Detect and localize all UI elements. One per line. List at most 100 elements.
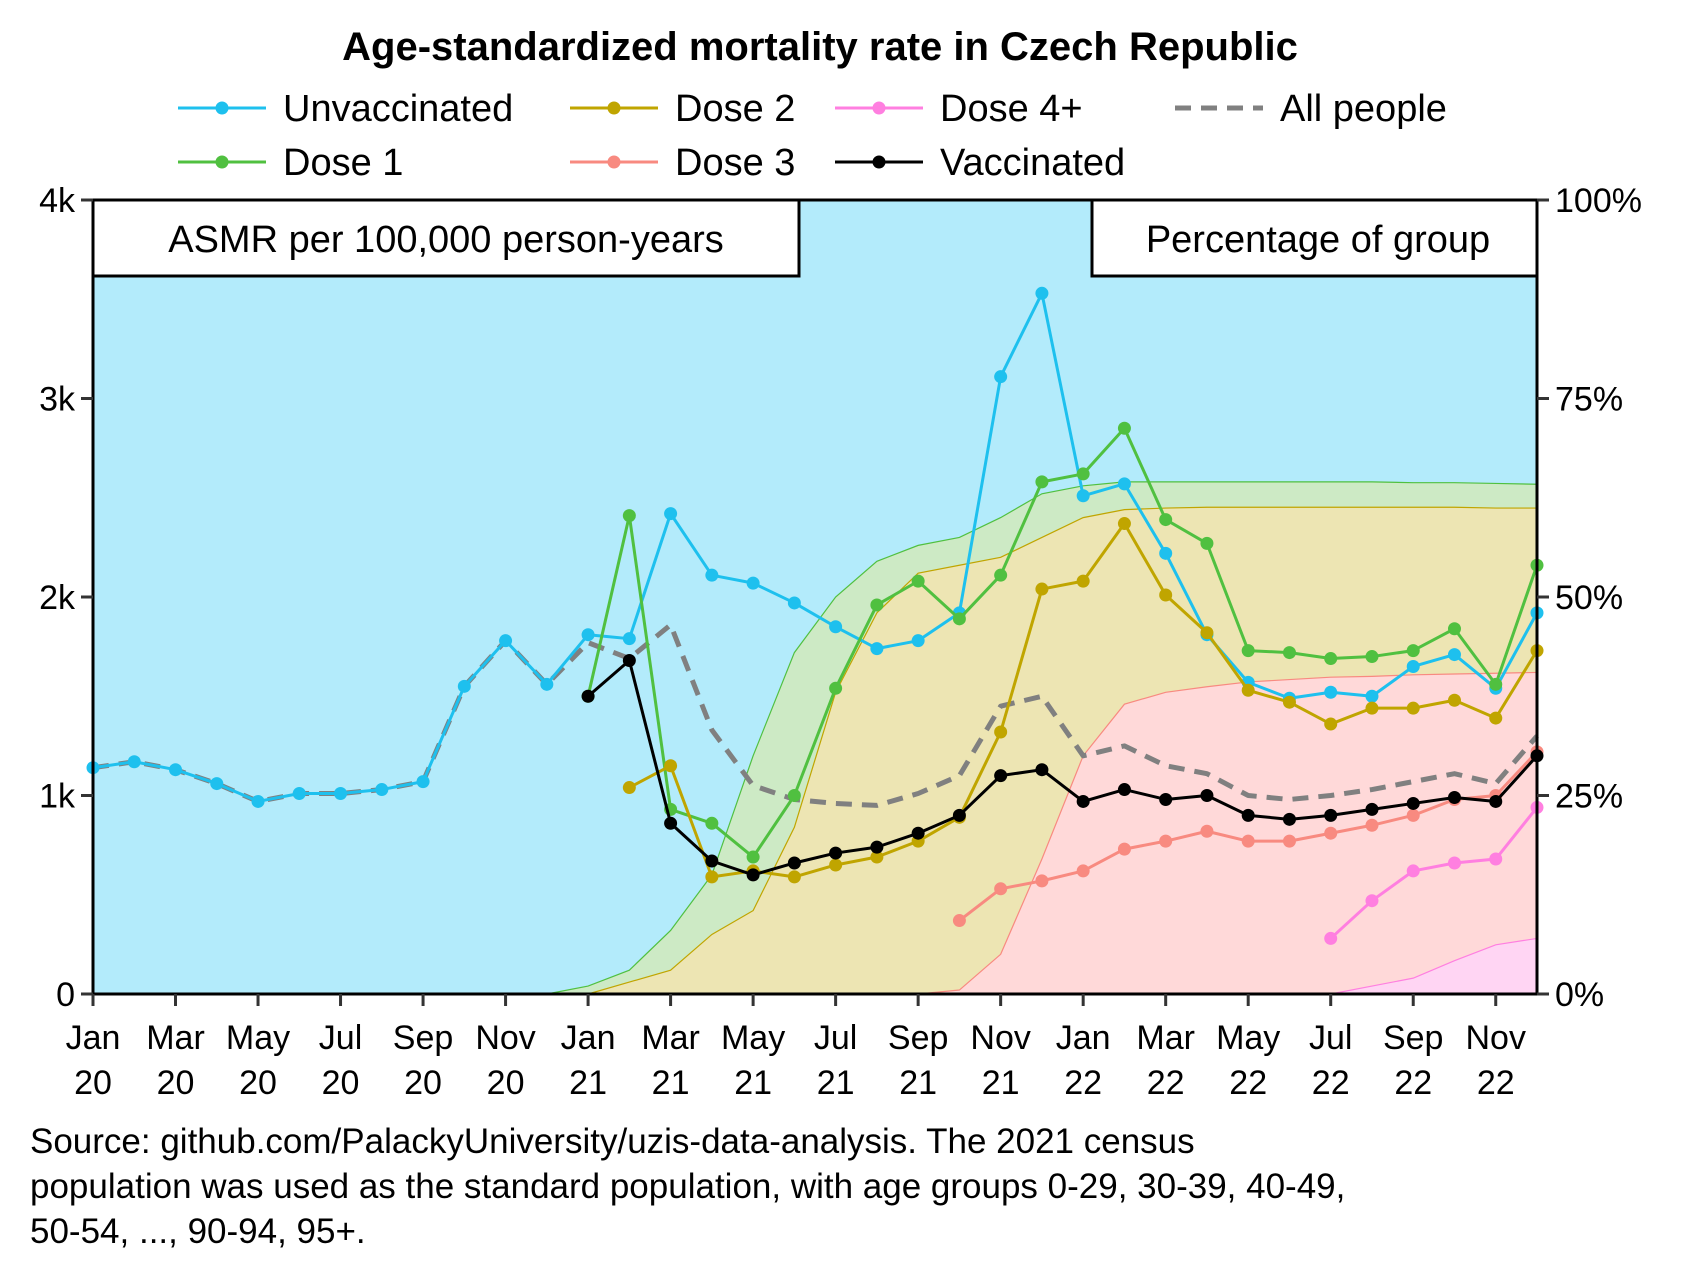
data-point — [952, 914, 966, 928]
data-point — [1241, 834, 1255, 848]
x-tick-month: Jan — [66, 1019, 121, 1057]
data-point — [1365, 689, 1379, 703]
data-point — [1365, 650, 1379, 664]
data-point — [787, 789, 801, 802]
x-tick-month: Nov — [1466, 1019, 1526, 1057]
axes: 0 1k 2k 3k 4k 0% 25% 50% 75% 100% Jan 20 Mar 20 May 20 J… — [39, 182, 1642, 1102]
data-point — [1076, 467, 1090, 481]
data-point — [375, 783, 389, 797]
x-tick-year: 21 — [652, 1064, 690, 1102]
x-tick-month: Nov — [475, 1019, 535, 1057]
x-tick-month: Jan — [561, 1019, 616, 1057]
data-point — [1035, 286, 1049, 300]
series-dose-3 — [952, 745, 1544, 928]
data-point — [1035, 582, 1049, 596]
x-tick-year: 22 — [1312, 1064, 1350, 1102]
data-point — [1117, 783, 1131, 797]
data-point — [911, 574, 925, 588]
data-point — [292, 787, 306, 801]
data-point — [457, 679, 471, 693]
data-point — [911, 634, 925, 648]
data-point — [1406, 659, 1420, 673]
data-point — [1241, 683, 1255, 697]
chart-title: Age-standardized mortality rate in Czech… — [342, 25, 1298, 69]
data-point — [870, 598, 884, 612]
y2-tick-label: 75% — [1555, 381, 1623, 419]
data-point — [1035, 763, 1049, 777]
data-point — [1406, 808, 1420, 822]
data-point — [1324, 652, 1338, 666]
data-point — [829, 858, 843, 872]
data-point — [1447, 693, 1461, 707]
legend-label: Dose 3 — [675, 142, 795, 184]
data-point — [1076, 574, 1090, 588]
x-tick-month: Jul — [319, 1019, 362, 1057]
data-point — [1117, 477, 1131, 491]
x-tick-year: 20 — [239, 1064, 277, 1102]
legend-item-unvaccinated: Unvaccinated — [178, 88, 513, 130]
data-point — [829, 620, 843, 634]
x-tick-year: 21 — [982, 1064, 1020, 1102]
x-tick-month: Nov — [970, 1019, 1030, 1057]
data-point — [1159, 513, 1173, 527]
data-point — [1489, 677, 1503, 691]
data-point — [1282, 646, 1296, 660]
data-point — [1200, 824, 1214, 838]
data-point — [1076, 489, 1090, 503]
data-point — [994, 725, 1008, 739]
data-point — [416, 775, 430, 789]
series-line-dose-4 — [1329, 806, 1539, 940]
area-edge-dose-2 — [587, 506, 1537, 995]
data-point — [169, 763, 183, 777]
data-point — [1324, 685, 1338, 699]
data-point — [1447, 790, 1461, 804]
x-tick-month: Mar — [641, 1019, 700, 1057]
data-point — [127, 755, 141, 769]
data-point — [870, 850, 884, 864]
data-point — [1282, 695, 1296, 709]
series-dose-2 — [622, 517, 1544, 884]
data-point — [994, 882, 1008, 896]
x-tick-year: 20 — [487, 1064, 525, 1102]
data-point — [994, 769, 1008, 783]
data-point — [1159, 792, 1173, 806]
y-tick-label: 0 — [56, 976, 75, 1014]
x-tick-year: 20 — [157, 1064, 195, 1102]
data-point — [1406, 644, 1420, 658]
x-tick-year: 21 — [899, 1064, 937, 1102]
legend-item-all-people: All people — [1175, 88, 1447, 130]
x-tick-year: 20 — [322, 1064, 360, 1102]
data-point — [664, 759, 678, 773]
data-point — [1324, 717, 1338, 731]
x-tick-month: Sep — [888, 1019, 949, 1057]
data-point — [1365, 818, 1379, 832]
x-tick-month: Mar — [1136, 1019, 1195, 1057]
data-point — [1200, 536, 1214, 550]
data-point — [787, 870, 801, 884]
data-point — [1447, 856, 1461, 870]
area-edge-dose-3 — [918, 671, 1538, 995]
legend-marker — [607, 101, 621, 115]
data-point — [787, 596, 801, 610]
data-point — [870, 642, 884, 656]
x-tick-year: 20 — [404, 1064, 442, 1102]
data-point — [1241, 644, 1255, 658]
data-point — [1365, 894, 1379, 908]
x-tick-month: Jul — [1309, 1019, 1352, 1057]
data-point — [1035, 874, 1049, 888]
legend-item-dose-1: Dose 1 — [178, 142, 403, 184]
legend-label: Dose 4+ — [940, 88, 1083, 130]
legend-label: Unvaccinated — [283, 88, 513, 130]
data-point — [622, 632, 636, 646]
area-dose-3 — [918, 672, 1537, 994]
data-point — [705, 870, 719, 884]
source-line-1: Source: github.com/PalackyUniversity/uzi… — [30, 1122, 1195, 1161]
data-point — [705, 816, 719, 830]
data-point — [952, 612, 966, 626]
legend-item-dose-2: Dose 2 — [570, 88, 795, 130]
x-tick-year: 22 — [1229, 1064, 1267, 1102]
data-point — [1200, 626, 1214, 640]
x-tick-year: 21 — [734, 1064, 772, 1102]
legend-item-dose-4: Dose 4+ — [835, 88, 1083, 130]
